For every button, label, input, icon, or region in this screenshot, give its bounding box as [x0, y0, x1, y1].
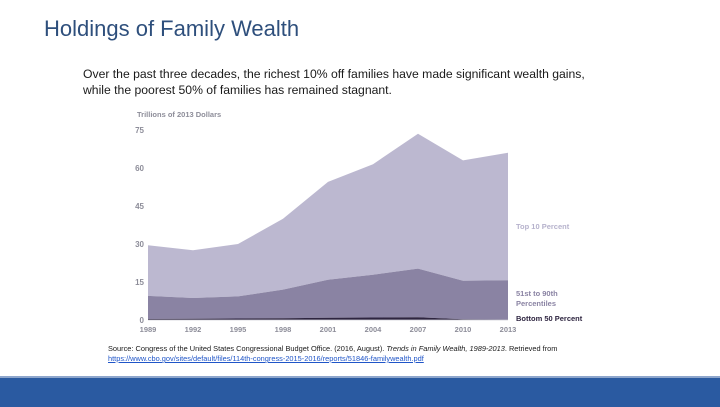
- y-tick-label: 30: [135, 240, 144, 249]
- x-tick-label: 1995: [230, 325, 247, 334]
- slide-title: Holdings of Family Wealth: [44, 16, 300, 41]
- area-51st-to-90th-percentiles: [148, 268, 508, 320]
- area-bottom-50-percent: [148, 317, 508, 320]
- x-tick-label: 1989: [140, 325, 157, 334]
- y-axis-label: Trillions of 2013 Dollars: [137, 110, 221, 119]
- legend-bottom-50-percent: Bottom 50 Percent: [516, 314, 583, 323]
- y-tick-label: 60: [135, 164, 144, 173]
- y-tick-label: 75: [135, 126, 144, 135]
- legend-51st-to-90th-line1: 51st to 90th: [516, 289, 558, 298]
- x-tick-label: 1992: [185, 325, 202, 334]
- source-prefix: Source: Congress of the United States Co…: [108, 344, 387, 353]
- x-tick-label: 2007: [410, 325, 427, 334]
- slide-subtitle: Over the past three decades, the richest…: [83, 66, 623, 98]
- legend-top-10-percent: Top 10 Percent: [516, 222, 570, 231]
- x-tick-label: 2013: [500, 325, 517, 334]
- subtitle-line-1: Over the past three decades, the richest…: [83, 67, 585, 81]
- wealth-area-chart: 0 15 30 45 60 75 1989 1992 1995 1998 2001 2004 2007…: [135, 110, 583, 334]
- source-citation: Source: Congress of the United States Co…: [108, 344, 668, 364]
- y-tick-label: 15: [135, 278, 144, 287]
- source-suffix: . Retrieved from: [504, 344, 558, 353]
- x-tick-label: 1998: [275, 325, 292, 334]
- source-link[interactable]: https://www.cbo.gov/sites/default/files/…: [108, 354, 424, 363]
- subtitle-line-2: while the poorest 50% of families has re…: [83, 83, 392, 97]
- y-tick-label: 45: [135, 202, 144, 211]
- y-tick-label: 0: [140, 316, 145, 325]
- footer-band: [0, 376, 720, 407]
- legend-51st-to-90th-line2: Percentiles: [516, 299, 556, 308]
- x-tick-label: 2010: [455, 325, 472, 334]
- source-title: Trends in Family Wealth, 1989-2013: [386, 344, 505, 353]
- x-tick-label: 2001: [320, 325, 337, 334]
- area-top-10-percent: [148, 133, 508, 298]
- x-tick-label: 2004: [365, 325, 383, 334]
